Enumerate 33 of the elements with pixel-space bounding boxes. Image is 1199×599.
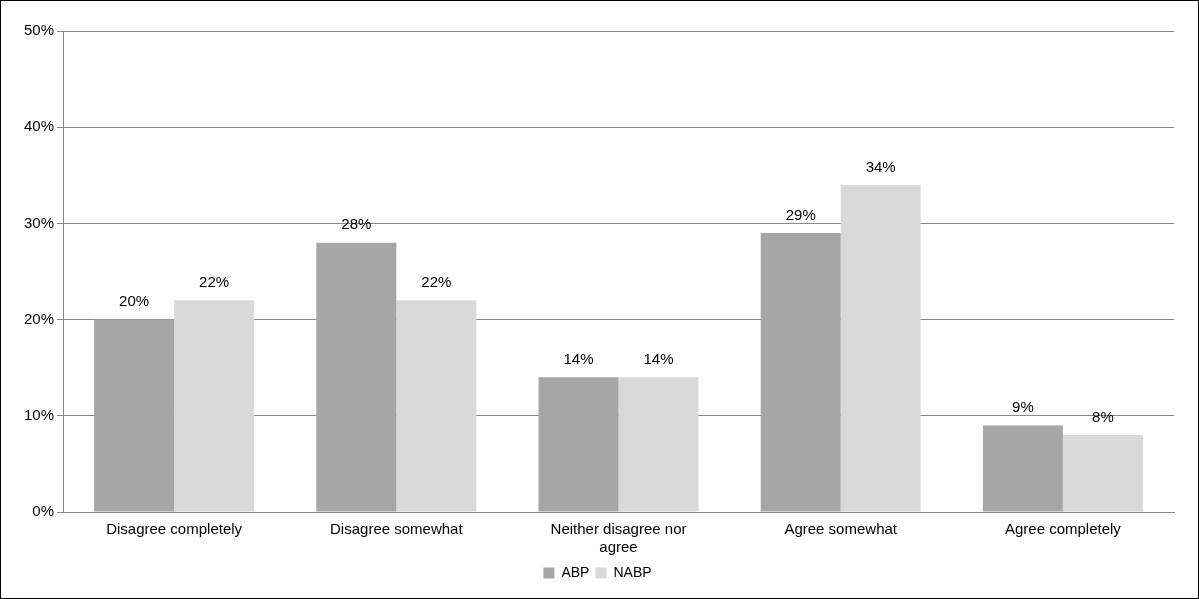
x-tick-label: Agree completely bbox=[1004, 520, 1122, 538]
y-tick-label: 0% bbox=[32, 502, 55, 520]
bar bbox=[94, 319, 175, 512]
y-tick-label: 20% bbox=[23, 309, 55, 327]
legend-label: ABP bbox=[561, 563, 590, 580]
data-label: 14% bbox=[563, 349, 594, 367]
data-label: 29% bbox=[785, 205, 816, 223]
bar bbox=[316, 242, 397, 512]
data-label: 22% bbox=[421, 273, 452, 290]
legend-label: NABP bbox=[613, 563, 652, 580]
bar bbox=[760, 233, 841, 512]
x-tick-label: Disagree completely bbox=[106, 520, 243, 538]
y-tick-label: 50% bbox=[23, 21, 55, 39]
data-label: 34% bbox=[865, 157, 896, 175]
x-tick-label: Agree somewhat bbox=[784, 520, 898, 538]
bar bbox=[538, 377, 619, 512]
y-tick-label: 10% bbox=[23, 405, 55, 423]
data-label: 28% bbox=[341, 215, 372, 233]
bar bbox=[174, 300, 255, 512]
bar bbox=[1062, 435, 1143, 512]
bar bbox=[982, 425, 1063, 512]
bar bbox=[618, 377, 699, 512]
data-label: 22% bbox=[199, 273, 230, 290]
data-label: 20% bbox=[119, 292, 150, 310]
x-tick-label: Disagree somewhat bbox=[330, 520, 464, 538]
y-tick-label: 30% bbox=[23, 213, 55, 231]
bar bbox=[840, 184, 921, 512]
data-label: 14% bbox=[643, 349, 674, 367]
bar bbox=[396, 300, 477, 512]
x-tick-label: Neither disagree nor agree bbox=[550, 520, 687, 556]
data-label: 9% bbox=[1012, 398, 1034, 416]
y-tick-label: 40% bbox=[23, 117, 55, 135]
data-label: 8% bbox=[1092, 407, 1114, 425]
